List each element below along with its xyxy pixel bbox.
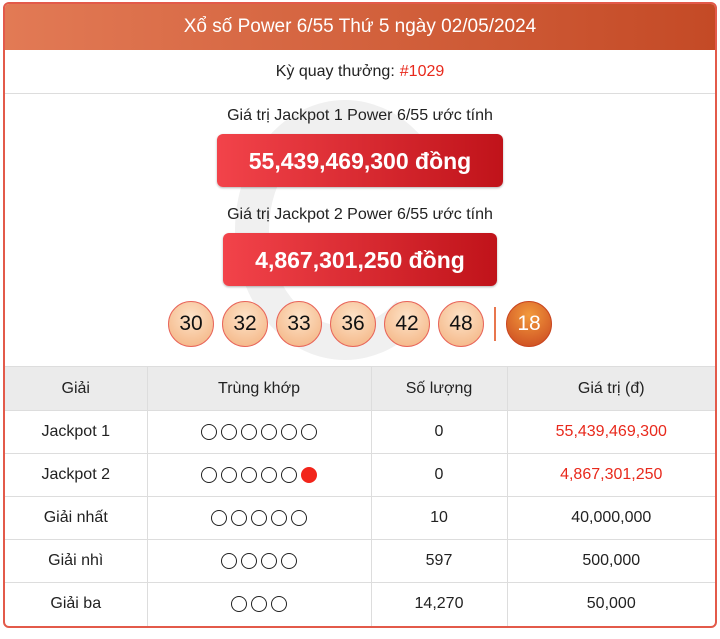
number-ball: 30: [168, 301, 214, 347]
circle-icon: [261, 466, 277, 483]
power-ball: 18: [506, 301, 552, 347]
results-card: Xổ số Power 6/55 Thứ 5 ngày 02/05/2024 K…: [3, 2, 717, 628]
jackpot-section: Giá trị Jackpot 1 Power 6/55 ước tính 55…: [5, 94, 715, 366]
circle-icon: [211, 509, 227, 526]
circle-icon: [281, 552, 297, 569]
prize-value: 50,000: [506, 582, 715, 626]
match-circles: [146, 582, 372, 626]
number-ball: 32: [222, 301, 268, 347]
jackpot2-label: Giá trị Jackpot 2 Power 6/55 ước tính: [227, 206, 493, 223]
prize-name: Giải nhì: [5, 539, 148, 583]
circle-icon: [281, 466, 297, 483]
prize-value: 4,867,301,250: [506, 453, 715, 497]
prize-table: Giải Trùng khớp Số lượng Giá trị (đ) Jackpo…: [5, 366, 715, 626]
prize-name: Jackpot 2: [5, 453, 148, 497]
prize-value: 55,439,469,300: [506, 410, 715, 454]
circle-icon: [241, 423, 257, 440]
prize-value: 40,000,000: [506, 496, 715, 540]
winning-numbers: 30 32 33 36 42 48 18: [168, 300, 552, 348]
draw-info: Kỳ quay thưởng: #1029: [5, 50, 715, 94]
column-header: Số lượng: [370, 366, 508, 411]
circle-icon: [271, 509, 287, 526]
circle-icon: [201, 466, 217, 483]
circle-icon: [241, 552, 257, 569]
column-header: Trùng khớp: [146, 366, 372, 411]
page-title: Xổ số Power 6/55 Thứ 5 ngày 02/05/2024: [5, 4, 715, 50]
jackpot1-label: Giá trị Jackpot 1 Power 6/55 ước tính: [227, 107, 493, 124]
number-ball: 33: [276, 301, 322, 347]
draw-label: Kỳ quay thưởng:: [275, 62, 395, 80]
separator: [494, 307, 496, 341]
circle-icon: [221, 423, 237, 440]
circle-icon: [261, 423, 277, 440]
circle-icon: [291, 509, 307, 526]
winner-count: 597: [370, 539, 508, 583]
circle-icon: [221, 552, 237, 569]
number-ball: 36: [330, 301, 376, 347]
column-header: Giá trị (đ): [506, 366, 715, 411]
draw-number: #1029: [399, 62, 445, 80]
circle-icon: [201, 423, 217, 440]
jackpot1-amount: 55,439,469,300 đồng: [216, 134, 504, 187]
prize-name: Jackpot 1: [5, 410, 148, 454]
table-row: Jackpot 2 0 4,867,301,250: [5, 453, 715, 497]
winner-count: 14,270: [370, 582, 508, 626]
circle-icon: [281, 423, 297, 440]
winner-count: 0: [370, 453, 508, 497]
circle-icon: [231, 596, 247, 613]
prize-name: Giải nhất: [5, 496, 148, 540]
match-circles: [146, 410, 372, 454]
circle-icon: [251, 596, 267, 613]
match-circles: [146, 453, 372, 497]
table-row: Jackpot 1 0 55,439,469,300: [5, 410, 715, 454]
circle-icon: [251, 509, 267, 526]
page-title-text: Xổ số Power 6/55 Thứ 5 ngày 02/05/2024: [183, 16, 537, 37]
circle-icon: [231, 509, 247, 526]
prize-value: 500,000: [506, 539, 715, 583]
match-circles: [146, 496, 372, 540]
winner-count: 10: [370, 496, 508, 540]
table-row: Giải nhì 597 500,000: [5, 539, 715, 583]
number-ball: 42: [384, 301, 430, 347]
table-header-row: Giải Trùng khớp Số lượng Giá trị (đ): [5, 366, 715, 411]
circle-icon: [241, 466, 257, 483]
circle-icon: [221, 466, 237, 483]
circle-icon: [271, 596, 287, 613]
circle-icon: [261, 552, 277, 569]
jackpot2-amount: 4,867,301,250 đồng: [223, 233, 497, 286]
number-ball: 48: [438, 301, 484, 347]
circle-icon: [301, 423, 317, 440]
match-circles: [146, 539, 372, 583]
table-row: Giải ba 14,270 50,000: [5, 582, 715, 626]
winner-count: 0: [370, 410, 508, 454]
prize-name: Giải ba: [5, 582, 148, 626]
table-row: Giải nhất 10 40,000,000: [5, 496, 715, 540]
column-header: Giải: [5, 366, 148, 411]
power-circle-icon: [301, 466, 317, 483]
